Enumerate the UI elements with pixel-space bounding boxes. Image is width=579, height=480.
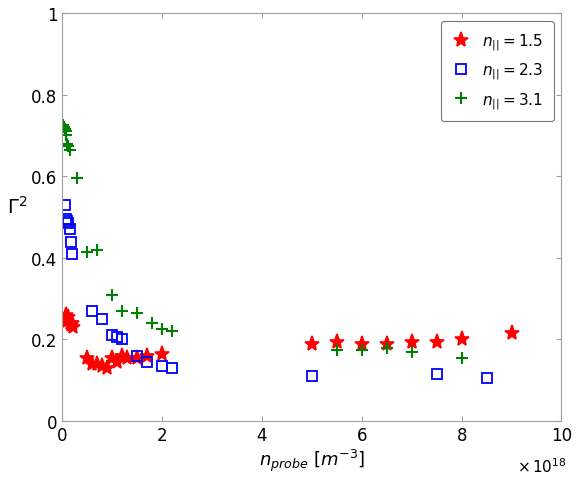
- X-axis label: $n_{probe}\ [m^{-3}]$: $n_{probe}\ [m^{-3}]$: [259, 447, 365, 473]
- Legend: $n_{||}=1.5$, $n_{||}=2.3$, $n_{||}=3.1$: $n_{||}=1.5$, $n_{||}=2.3$, $n_{||}=3.1$: [441, 22, 554, 122]
- Y-axis label: $\Gamma^2$: $\Gamma^2$: [7, 196, 27, 217]
- Text: $\times\,10^{18}$: $\times\,10^{18}$: [517, 456, 566, 475]
